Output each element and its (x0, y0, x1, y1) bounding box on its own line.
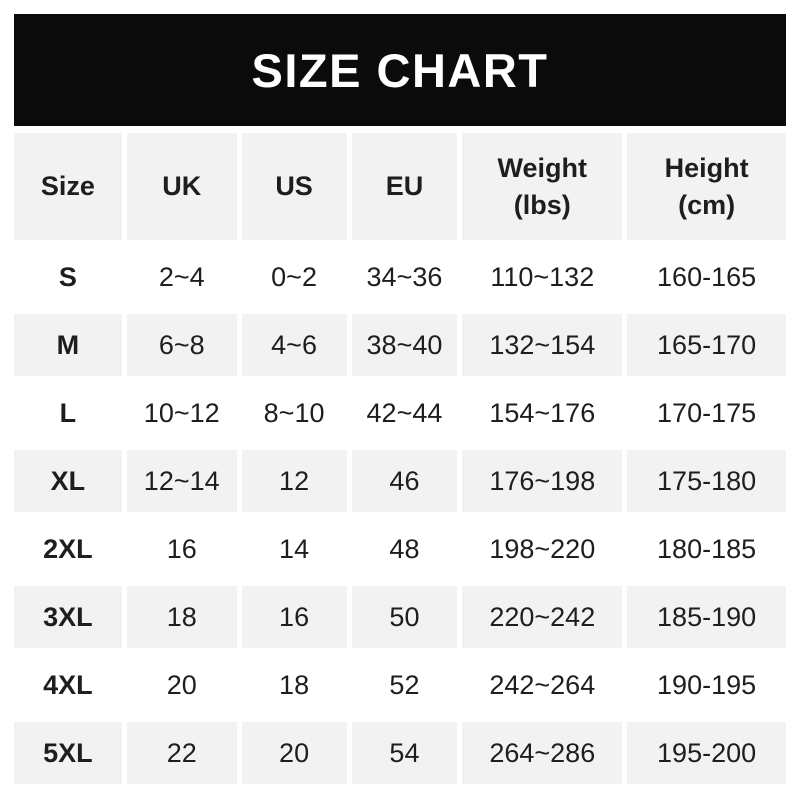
column-header-sublabel: (lbs) (513, 189, 571, 220)
value-cell: 264~286 (462, 722, 623, 784)
value-cell: 20 (126, 654, 237, 716)
table-row: XL 12~14 12 46 176~198 175-180 (14, 450, 786, 512)
table-row: M 6~8 4~6 38~40 132~154 165-170 (14, 314, 786, 376)
table-row: 2XL 16 14 48 198~220 180-185 (14, 518, 786, 580)
size-label-cell: 3XL (14, 586, 122, 648)
value-cell: 160-165 (627, 246, 786, 308)
title-banner: SIZE CHART (14, 14, 786, 126)
column-header-label: Weight (497, 153, 588, 184)
value-cell: 176~198 (462, 450, 623, 512)
column-header-label: UK (162, 171, 202, 202)
value-cell: 242~264 (462, 654, 623, 716)
value-cell: 42~44 (351, 382, 458, 444)
table-row: L 10~12 8~10 42~44 154~176 170-175 (14, 382, 786, 444)
value-cell: 16 (241, 586, 347, 648)
value-cell: 190-195 (627, 654, 786, 716)
table-row: 5XL 22 20 54 264~286 195-200 (14, 722, 786, 784)
value-cell: 10~12 (126, 382, 237, 444)
value-cell: 2~4 (126, 246, 237, 308)
column-header-eu: EU (351, 133, 458, 240)
value-cell: 18 (126, 586, 237, 648)
value-cell: 154~176 (462, 382, 623, 444)
size-label-cell: S (14, 246, 122, 308)
value-cell: 110~132 (462, 246, 623, 308)
value-cell: 8~10 (241, 382, 347, 444)
page-title: SIZE CHART (251, 43, 549, 97)
column-header-label: EU (385, 171, 424, 202)
value-cell: 34~36 (351, 246, 458, 308)
value-cell: 165-170 (627, 314, 786, 376)
value-cell: 175-180 (627, 450, 786, 512)
value-cell: 46 (351, 450, 458, 512)
value-cell: 4~6 (241, 314, 347, 376)
value-cell: 16 (126, 518, 237, 580)
column-header-weight: Weight (lbs) (462, 133, 623, 240)
value-cell: 12 (241, 450, 347, 512)
size-label-cell: M (14, 314, 122, 376)
value-cell: 50 (351, 586, 458, 648)
column-header-height: Height (cm) (627, 133, 786, 240)
table-header-row: Size UK US EU Weight (lbs) Height (cm) (14, 133, 786, 240)
value-cell: 6~8 (126, 314, 237, 376)
value-cell: 54 (351, 722, 458, 784)
table-row: S 2~4 0~2 34~36 110~132 160-165 (14, 246, 786, 308)
value-cell: 12~14 (126, 450, 237, 512)
column-header-label: Height (664, 153, 749, 184)
size-label-cell: L (14, 382, 122, 444)
value-cell: 185-190 (627, 586, 786, 648)
value-cell: 195-200 (627, 722, 786, 784)
table-row: 3XL 18 16 50 220~242 185-190 (14, 586, 786, 648)
column-header-uk: UK (126, 133, 237, 240)
value-cell: 18 (241, 654, 347, 716)
value-cell: 22 (126, 722, 237, 784)
value-cell: 132~154 (462, 314, 623, 376)
value-cell: 198~220 (462, 518, 623, 580)
size-label-cell: XL (14, 450, 122, 512)
value-cell: 170-175 (627, 382, 786, 444)
column-header-us: US (241, 133, 347, 240)
value-cell: 14 (241, 518, 347, 580)
size-label-cell: 4XL (14, 654, 122, 716)
size-table: Size UK US EU Weight (lbs) Height (cm) S 2~4 0~2 3… (14, 133, 786, 784)
table-row: 4XL 20 18 52 242~264 190-195 (14, 654, 786, 716)
value-cell: 0~2 (241, 246, 347, 308)
value-cell: 48 (351, 518, 458, 580)
size-label-cell: 2XL (14, 518, 122, 580)
value-cell: 20 (241, 722, 347, 784)
size-label-cell: 5XL (14, 722, 122, 784)
column-header-size: Size (14, 133, 122, 240)
column-header-label: Size (40, 171, 95, 202)
value-cell: 220~242 (462, 586, 623, 648)
value-cell: 38~40 (351, 314, 458, 376)
value-cell: 180-185 (627, 518, 786, 580)
value-cell: 52 (351, 654, 458, 716)
column-header-sublabel: (cm) (678, 189, 736, 220)
column-header-label: US (275, 171, 313, 202)
